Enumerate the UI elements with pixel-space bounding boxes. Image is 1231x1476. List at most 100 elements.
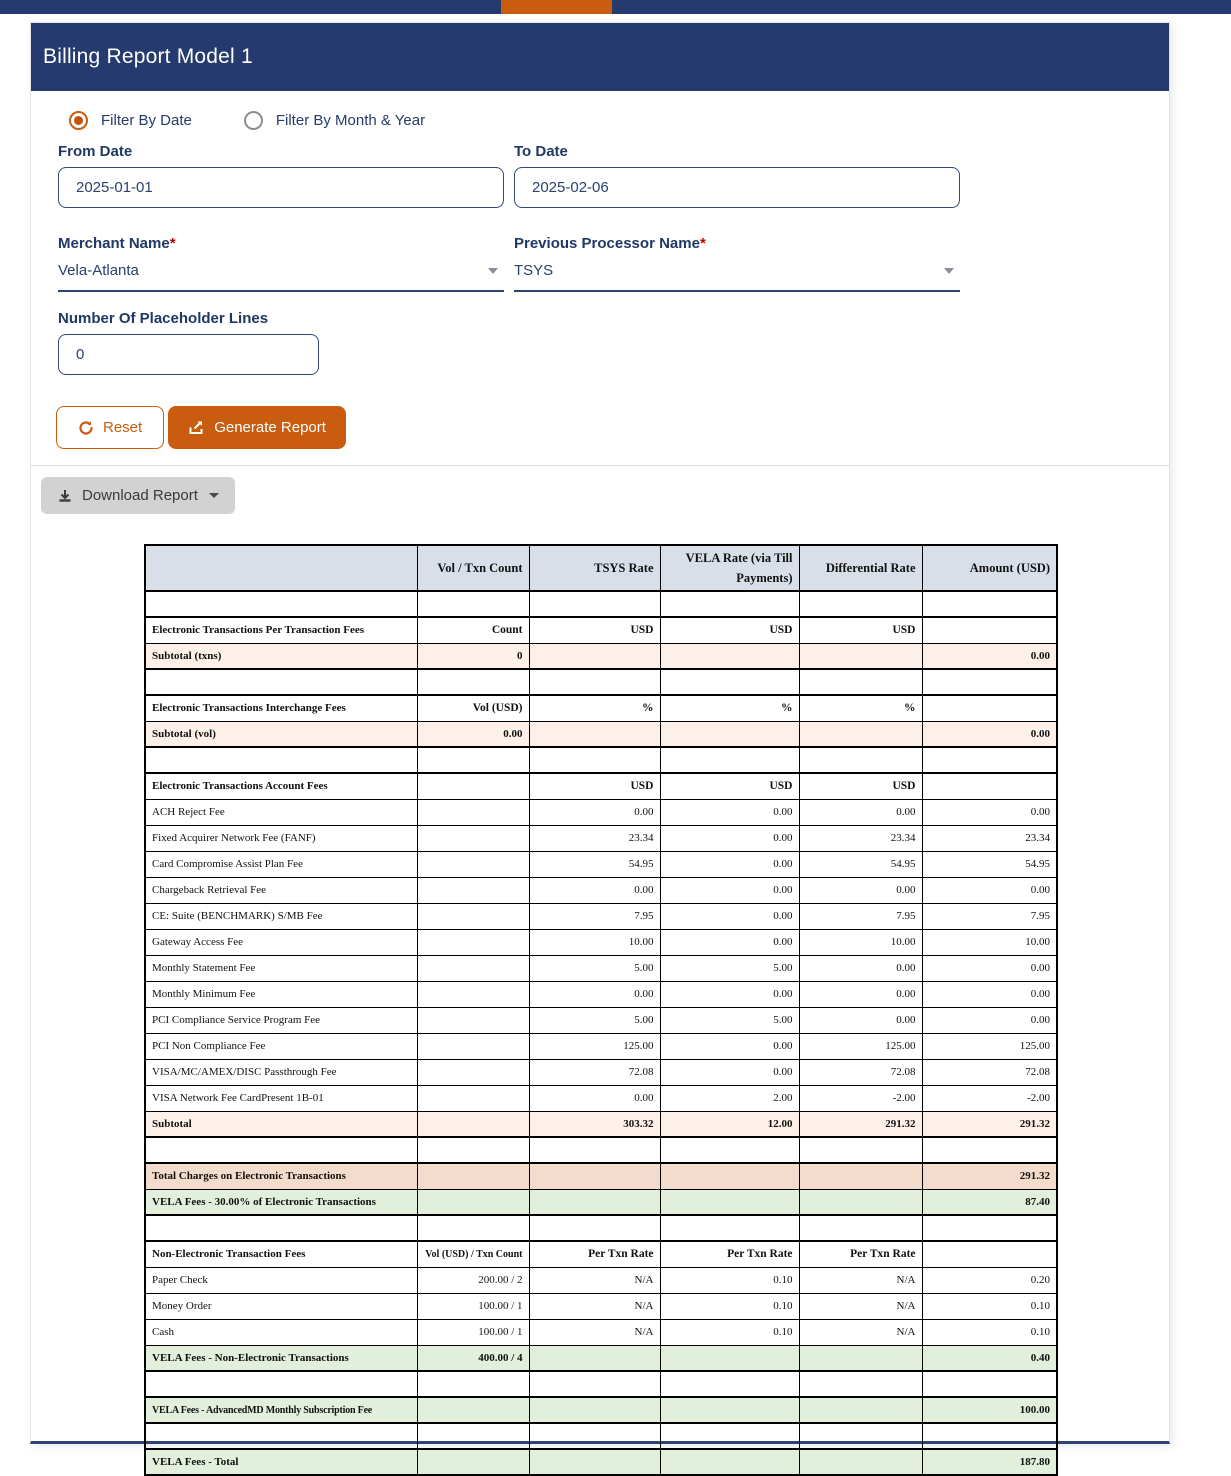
row-value-cell: 0.00 — [528, 876, 661, 904]
row-label-cell — [144, 668, 418, 696]
from-date-input[interactable] — [58, 167, 504, 208]
row-value-cell — [528, 1344, 661, 1372]
row-value-cell: 5.00 — [659, 1006, 800, 1034]
row-value-cell: Per Txn Rate — [528, 1240, 661, 1268]
row-value-cell: 10.00 — [921, 928, 1058, 956]
row-label-cell: VISA/MC/AMEX/DISC Passthrough Fee — [144, 1058, 418, 1086]
row-value-cell — [798, 590, 923, 618]
row-value-cell — [528, 1422, 661, 1450]
previous-processor-label: Previous Processor Name* — [514, 235, 706, 252]
row-value-cell — [528, 1136, 661, 1164]
row-value-cell: 7.95 — [798, 902, 923, 930]
generate-report-button[interactable]: Generate Report — [168, 406, 346, 449]
reset-button-label: Reset — [103, 419, 143, 436]
row-value-cell: 0.00 — [798, 954, 923, 982]
row-value-cell: 0.00 — [659, 824, 800, 852]
spacer-row — [144, 590, 1058, 618]
row-value-cell — [416, 1084, 530, 1112]
table-row: Gateway Access Fee 10.00 0.00 10.00 10.00 — [144, 928, 1058, 956]
row-value-cell — [528, 590, 661, 618]
row-value-cell: 54.95 — [798, 850, 923, 878]
row-value-cell — [921, 616, 1058, 644]
row-value-cell: 72.08 — [528, 1058, 661, 1086]
row-label-cell: PCI Non Compliance Fee — [144, 1032, 418, 1060]
row-value-cell: 2.00 — [659, 1084, 800, 1112]
table-row: Electronic Transactions Per Transaction … — [144, 616, 1058, 644]
table-row: VELA Fees - Total 187.80 — [144, 1448, 1058, 1476]
section-divider — [31, 465, 1169, 466]
row-value-cell: Count — [416, 616, 530, 644]
row-value-cell: 23.34 — [921, 824, 1058, 852]
row-value-cell: 7.95 — [921, 902, 1058, 930]
table-row: VISA/MC/AMEX/DISC Passthrough Fee 72.08 0.… — [144, 1058, 1058, 1086]
row-value-cell: 0.40 — [921, 1344, 1058, 1372]
page-title: Billing Report Model 1 — [43, 45, 253, 68]
radio-selected-icon[interactable] — [69, 111, 88, 130]
table-row: Card Compromise Assist Plan Fee 54.95 0.00… — [144, 850, 1058, 878]
row-value-cell — [798, 720, 923, 748]
spacer-row — [144, 668, 1058, 696]
download-report-button[interactable]: Download Report — [41, 477, 235, 514]
row-value-cell — [921, 590, 1058, 618]
row-value-cell — [798, 1370, 923, 1398]
row-value-cell: 0.00 — [921, 798, 1058, 826]
to-date-input[interactable] — [514, 167, 960, 208]
row-value-cell: 0.00 — [528, 798, 661, 826]
reset-button[interactable]: Reset — [56, 406, 165, 449]
row-value-cell — [416, 850, 530, 878]
radio-filter-by-date[interactable]: Filter By Date — [69, 111, 192, 130]
row-value-cell — [921, 1422, 1058, 1450]
merchant-name-label: Merchant Name* — [58, 235, 176, 252]
spacer-row — [144, 1422, 1058, 1450]
row-value-cell — [528, 720, 661, 748]
row-label-cell: Monthly Statement Fee — [144, 954, 418, 982]
row-value-cell — [659, 1188, 800, 1216]
row-label-cell — [144, 1214, 418, 1242]
radio-filter-by-month-year[interactable]: Filter By Month & Year — [243, 111, 425, 130]
table-row: Electronic Transactions Account Fees USD U… — [144, 772, 1058, 800]
row-value-cell: 0.00 — [921, 954, 1058, 982]
column-header: Vol / Txn Count — [416, 544, 530, 592]
row-value-cell — [798, 1344, 923, 1372]
merchant-name-select[interactable]: Vela-Atlanta — [58, 259, 504, 292]
row-value-cell: 291.32 — [921, 1110, 1058, 1138]
row-value-cell: 0.00 — [659, 1058, 800, 1086]
top-navigation-bar — [0, 0, 1231, 14]
row-label-cell: VELA Fees - 30.00% of Electronic Transac… — [144, 1188, 418, 1216]
row-value-cell — [416, 1032, 530, 1060]
row-value-cell: -2.00 — [798, 1084, 923, 1112]
row-value-cell — [416, 1162, 530, 1190]
radio-unselected-icon[interactable] — [243, 111, 263, 130]
row-label-cell: Electronic Transactions Per Transaction … — [144, 616, 418, 644]
row-value-cell: 0.10 — [659, 1318, 800, 1346]
row-label-cell: Total Charges on Electronic Transactions — [144, 1162, 418, 1190]
row-value-cell — [528, 746, 661, 774]
column-header: VELA Rate (via Till Payments) — [659, 544, 800, 592]
row-value-cell: 303.32 — [528, 1110, 661, 1138]
row-value-cell — [416, 1006, 530, 1034]
filter-mode-radios: Filter By Date Filter By Month & Year — [69, 111, 1169, 130]
row-value-cell: 125.00 — [798, 1032, 923, 1060]
billing-table: Vol / Txn Count TSYS Rate VELA Rate (via T… — [144, 544, 1058, 1476]
row-value-cell — [659, 1214, 800, 1242]
from-date-label: From Date — [58, 143, 133, 160]
row-label-cell: VISA Network Fee CardPresent 1B-01 — [144, 1084, 418, 1112]
row-value-cell: % — [528, 694, 661, 722]
table-row: PCI Non Compliance Fee 125.00 0.00 125.00 12… — [144, 1032, 1058, 1060]
row-value-cell — [416, 668, 530, 696]
row-value-cell: N/A — [798, 1266, 923, 1294]
row-value-cell — [416, 1110, 530, 1138]
table-row: Paper Check 200.00 / 2 N/A 0.10 N/A 0.20 — [144, 1266, 1058, 1294]
row-value-cell — [416, 954, 530, 982]
row-value-cell — [416, 1136, 530, 1164]
row-value-cell — [528, 1370, 661, 1398]
row-value-cell: 0 — [416, 642, 530, 670]
previous-processor-select[interactable]: TSYS — [514, 259, 960, 292]
row-value-cell — [416, 876, 530, 904]
row-value-cell — [416, 772, 530, 800]
row-value-cell — [528, 1162, 661, 1190]
row-value-cell — [798, 642, 923, 670]
row-value-cell — [798, 1396, 923, 1424]
placeholder-lines-input[interactable] — [58, 334, 319, 375]
column-header — [144, 544, 418, 592]
